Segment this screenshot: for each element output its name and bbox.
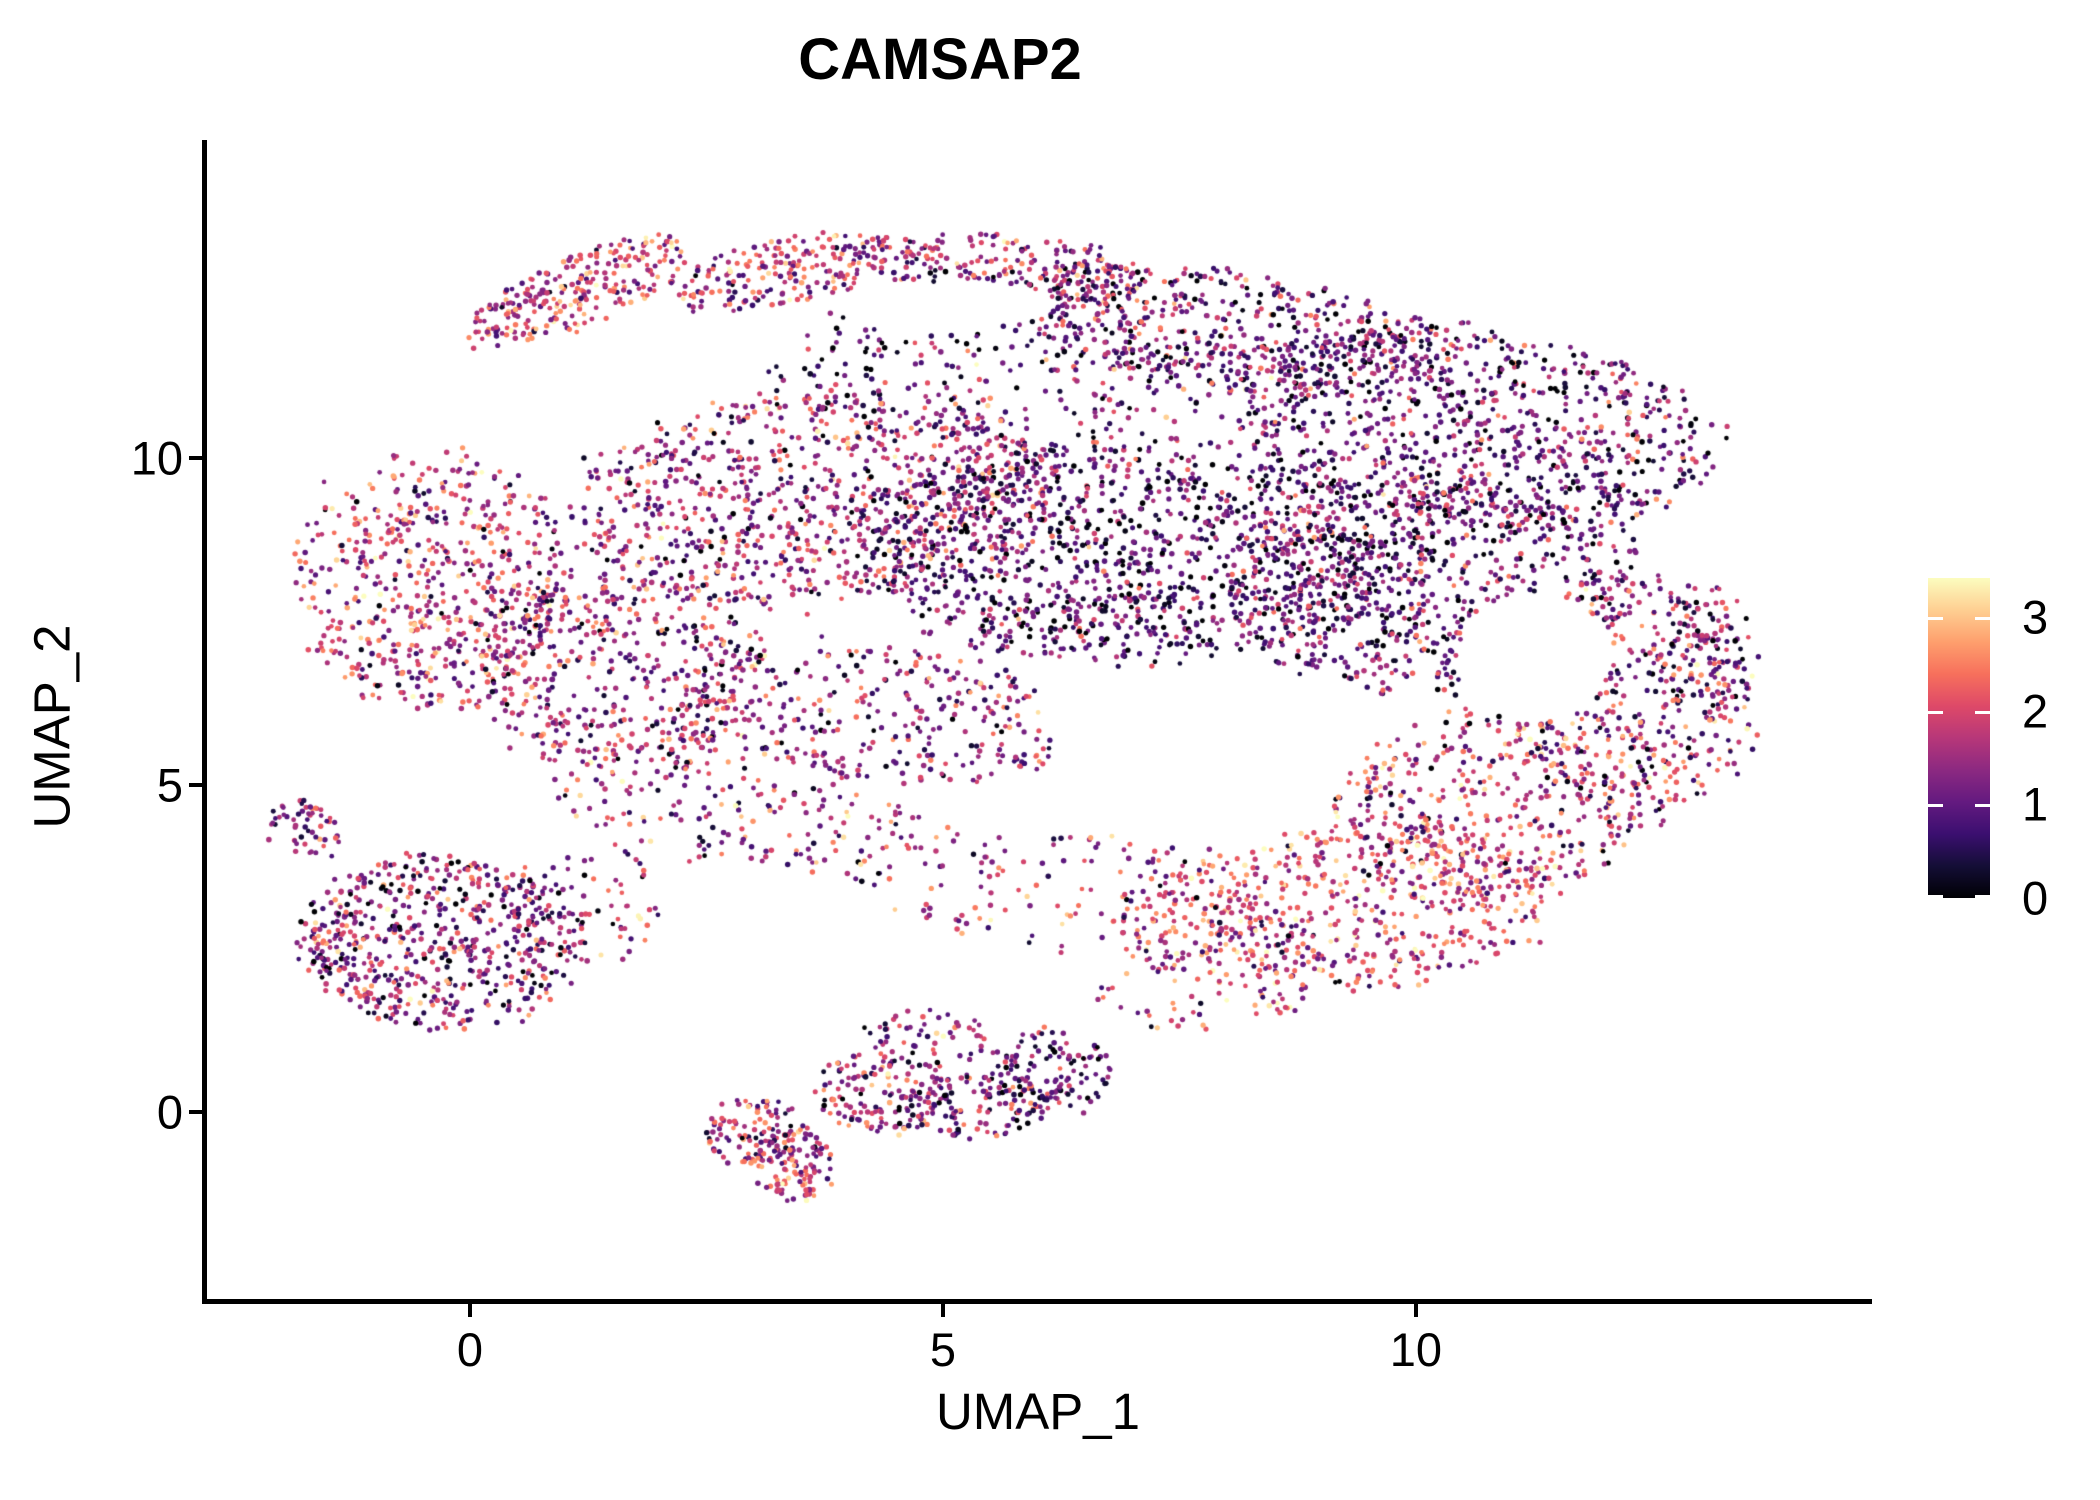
colorbar-tick-dash-2-l (1928, 710, 1943, 714)
x-tick-mark-5 (940, 1304, 945, 1317)
colorbar-tick-dash-1-r (1975, 804, 1990, 808)
x-tick-label-0: 0 (456, 1323, 483, 1376)
x-axis-label: UMAP_1 (935, 1383, 1141, 1440)
colorbar-label-1: 1 (2022, 777, 2049, 831)
colorbar-tick-dash-0-l (1928, 895, 1943, 898)
colorbar-label-0: 0 (2022, 871, 2049, 925)
y-tick-label-0: 0 (156, 1085, 183, 1139)
x-tick-mark-0 (467, 1304, 472, 1317)
y-tick-label-5: 5 (156, 758, 183, 812)
y-axis-line (202, 140, 207, 1304)
colorbar-tick-dash-2-r (1975, 710, 1990, 714)
y-tick-mark-10 (189, 455, 202, 460)
x-tick-mark-10 (1413, 1304, 1418, 1317)
colorbar-legend: 3 2 1 0 (1928, 578, 2100, 922)
x-tick-label-5: 5 (929, 1323, 956, 1376)
colorbar-tick-dash-1-l (1928, 804, 1943, 808)
colorbar-gradient (1928, 578, 1990, 898)
colorbar-tick-dash-3-r (1975, 617, 1990, 621)
y-tick-mark-5 (189, 782, 202, 787)
colorbar-label-2: 2 (2022, 684, 2049, 738)
colorbar-label-3: 3 (2022, 590, 2049, 644)
scatter-points-canvas (205, 142, 1871, 1302)
colorbar-tick-dash-0-r (1975, 895, 1990, 898)
x-tick-label-10: 10 (1389, 1323, 1443, 1376)
x-axis-line (202, 1299, 1872, 1304)
y-tick-label-10: 10 (130, 431, 183, 485)
plot-title: CAMSAP2 (798, 27, 1082, 92)
y-tick-mark-0 (189, 1109, 202, 1114)
colorbar-tick-dash-3-l (1928, 617, 1943, 621)
